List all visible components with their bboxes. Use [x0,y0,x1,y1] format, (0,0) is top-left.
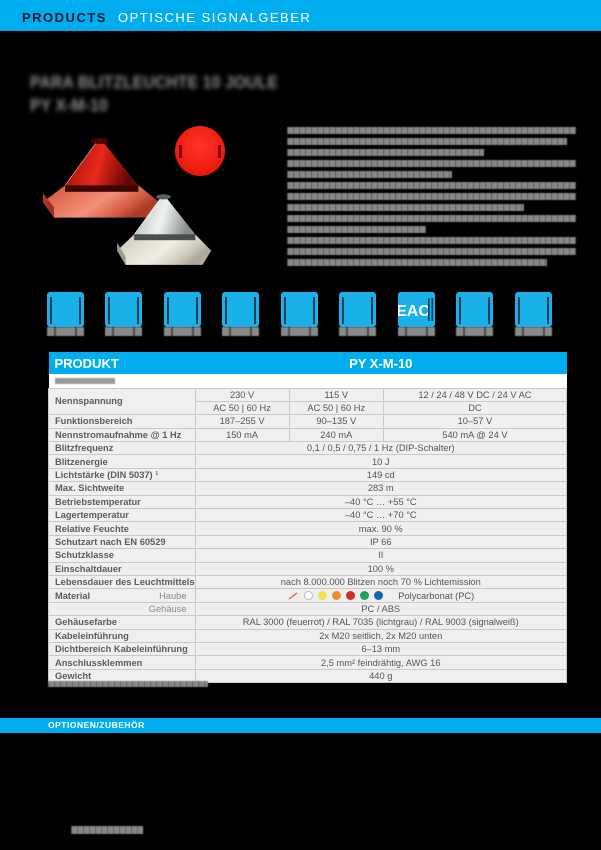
svg-text:EAC: EAC [398,303,430,320]
